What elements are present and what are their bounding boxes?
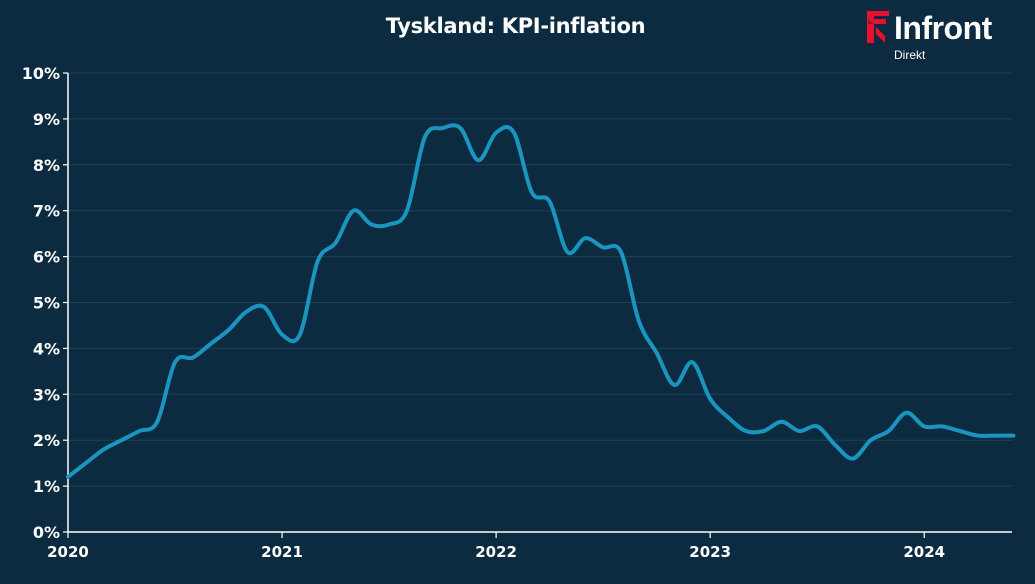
x-tick-label: 2022: [475, 543, 517, 561]
infront-logo-icon: [867, 11, 889, 43]
gridlines: [68, 72, 1012, 487]
x-tick-labels: 2020 2021 2022 2023 2024: [47, 543, 945, 561]
y-tick-label: 7%: [33, 202, 60, 221]
y-tick-label: 9%: [33, 110, 60, 129]
y-tick-label: 3%: [33, 385, 60, 404]
y-tick-label: 0%: [33, 523, 60, 542]
x-tick-label: 2024: [903, 543, 945, 561]
y-tick-labels: 0% 1% 2% 3% 4% 5% 6% 7% 8% 9% 10%: [22, 64, 60, 542]
y-tick-label: 4%: [33, 339, 60, 358]
logo-wordmark: Infront: [894, 10, 992, 46]
x-tick-label: 2023: [689, 543, 731, 561]
x-tick-label: 2021: [261, 543, 303, 561]
chart-title: Tyskland: KPI-inflation: [385, 14, 646, 38]
y-tick-label: 8%: [33, 156, 60, 175]
y-tick-label: 5%: [33, 294, 60, 313]
series-layer: [66, 123, 1016, 479]
x-tick-label: 2020: [47, 543, 89, 561]
y-tick-label: 6%: [33, 248, 60, 267]
y-tick-label: 2%: [33, 431, 60, 450]
inflation-line: [66, 123, 1016, 479]
infront-logo: Infront Direkt: [866, 8, 1026, 68]
y-tick-label: 10%: [22, 64, 60, 83]
logo-subtitle: Direkt: [894, 48, 926, 62]
axes: [63, 72, 1012, 538]
y-tick-label: 1%: [33, 477, 60, 496]
